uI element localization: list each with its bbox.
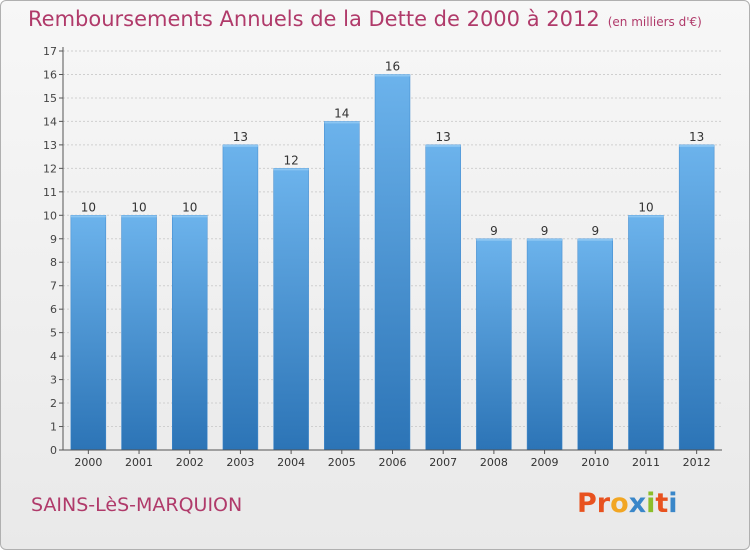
y-tick-label: 5 <box>50 327 57 340</box>
bar-highlight <box>172 215 208 218</box>
bars <box>70 74 715 451</box>
data-labels: 10 10 10 13 12 14 16 13 9 9 9 10 13 <box>81 59 705 237</box>
bar <box>121 215 157 451</box>
data-label: 10 <box>131 200 146 214</box>
bar-highlight <box>222 144 258 147</box>
x-tick-label: 2011 <box>632 456 660 469</box>
bar <box>171 215 208 451</box>
bar <box>70 215 107 451</box>
chart-title: Remboursements Annuels de la Dette de 20… <box>28 7 702 31</box>
bar-highlight <box>577 238 613 241</box>
x-tick-label: 2002 <box>176 456 204 469</box>
x-tick-label: 2010 <box>581 456 609 469</box>
bar-highlight <box>628 215 664 218</box>
y-tick-label: 6 <box>50 303 57 316</box>
x-tick-label: 2001 <box>125 456 153 469</box>
y-tick-label: 12 <box>43 162 57 175</box>
bar <box>628 215 664 451</box>
logo-letter: P <box>577 488 597 519</box>
y-tick-label: 7 <box>50 280 57 293</box>
bar-highlight <box>324 121 360 124</box>
x-tick-label: 2007 <box>429 456 457 469</box>
y-tick-label: 11 <box>43 186 57 199</box>
logo-letter: x <box>628 488 647 519</box>
bar <box>324 121 360 451</box>
data-label: 9 <box>490 224 498 238</box>
data-label: 10 <box>638 200 653 214</box>
logo-letter: t <box>655 488 669 519</box>
data-label: 13 <box>436 130 451 144</box>
bar <box>273 168 309 451</box>
data-label: 12 <box>283 153 298 167</box>
bar-highlight <box>70 215 106 218</box>
y-tick-label: 10 <box>43 209 57 222</box>
logo-letter: r <box>596 488 611 519</box>
x-tick-label: 2012 <box>683 456 711 469</box>
y-tick-label: 15 <box>43 92 57 105</box>
x-tick-label: 2003 <box>226 456 254 469</box>
bar <box>678 144 715 451</box>
y-tick-label: 16 <box>43 68 57 81</box>
bar-highlight <box>679 144 715 147</box>
x-tick-label: 2008 <box>480 456 508 469</box>
x-tick-label: 2009 <box>531 456 559 469</box>
logo-letter: i <box>668 488 678 519</box>
x-tick-label: 2004 <box>277 456 305 469</box>
x-tick-label: 2006 <box>379 456 407 469</box>
bar <box>526 238 563 451</box>
data-label: 9 <box>591 224 599 238</box>
x-tick-label: 2005 <box>328 456 356 469</box>
y-tick-label: 2 <box>50 397 57 410</box>
logo-letter: o <box>610 488 629 519</box>
y-tick-label: 9 <box>50 233 57 246</box>
data-label: 16 <box>385 59 400 73</box>
bar-highlight <box>425 144 461 147</box>
y-tick-label: 8 <box>50 256 57 269</box>
y-tick-label: 3 <box>50 374 57 387</box>
bar <box>222 144 259 451</box>
bar <box>425 144 461 451</box>
bar-highlight <box>121 215 157 218</box>
bar-highlight <box>527 238 563 241</box>
data-label: 13 <box>689 130 704 144</box>
chart-title-text: Remboursements Annuels de la Dette de 20… <box>28 7 600 31</box>
commune-name: SAINS-LèS-MARQUION <box>31 494 243 516</box>
bar <box>577 238 614 451</box>
y-tick-label: 13 <box>43 139 57 152</box>
data-label: 10 <box>182 200 197 214</box>
data-label: 9 <box>541 224 549 238</box>
y-tick-label: 17 <box>43 45 57 58</box>
data-label: 10 <box>81 200 96 214</box>
x-tick-label: 2000 <box>74 456 102 469</box>
proxiti-logo: Proxiti <box>577 488 678 519</box>
y-tick-label: 1 <box>50 421 57 434</box>
bar-highlight <box>273 168 309 171</box>
data-label: 13 <box>233 130 248 144</box>
bar-highlight <box>476 238 512 241</box>
bar-highlight <box>375 74 410 77</box>
y-tick-label: 0 <box>50 444 57 457</box>
chart-unit: (en milliers d'€) <box>607 15 702 29</box>
bar <box>374 74 411 451</box>
data-label: 14 <box>334 106 349 120</box>
logo-letter: i <box>646 488 656 519</box>
y-tick-label: 14 <box>43 115 57 128</box>
y-tick-label: 4 <box>50 350 57 363</box>
bar <box>476 238 512 451</box>
